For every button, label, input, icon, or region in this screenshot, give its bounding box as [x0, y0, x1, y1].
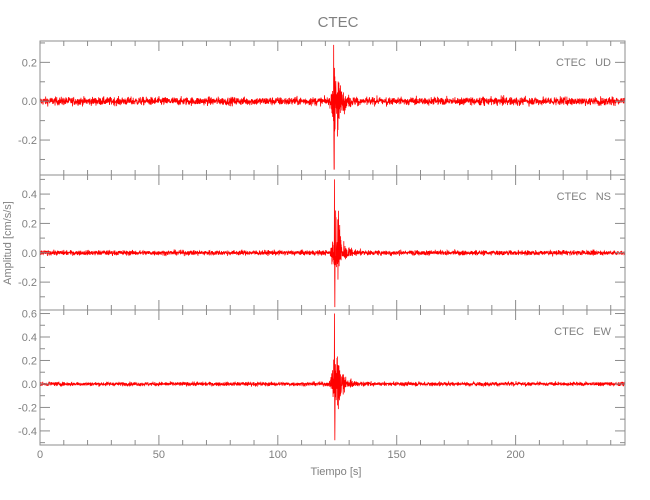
y-tick-label: 0.4: [22, 189, 37, 201]
y-tick-label: 0.0: [22, 379, 37, 391]
y-tick-label: 0.4: [22, 332, 37, 344]
y-tick-label: -0.4: [18, 426, 37, 438]
chart-title: CTEC: [318, 14, 359, 31]
y-tick-label: 0.0: [22, 96, 37, 108]
y-tick-label: 0.2: [22, 57, 37, 69]
panel-ns: -0.2 0.0 0.2 0.4 CTEC NS: [18, 174, 626, 311]
waveform-trace: [39, 179, 626, 308]
x-tick-label: 200: [506, 449, 524, 461]
waveform-trace: [39, 44, 626, 170]
y-tick-label: -0.2: [18, 277, 37, 289]
waveform-trace: [39, 313, 626, 441]
x-tick-label: 100: [269, 449, 287, 461]
y-axis-label: Amplitud [cm/s/s]: [2, 201, 14, 285]
y-tick-label: 0.0: [22, 248, 37, 260]
x-tick-label: 50: [153, 449, 165, 461]
x-tick-label: 0: [37, 449, 43, 461]
x-axis-label: Tiempo [s]: [311, 466, 362, 478]
y-tick-label: 0.2: [22, 218, 37, 230]
panel-label: CTEC UD: [556, 57, 611, 69]
panel-ud: -0.2 0.0 0.2 CTEC UD: [18, 40, 626, 176]
x-tick-label: 150: [388, 449, 406, 461]
panel-frame: [39, 309, 626, 446]
y-tick-label: -0.2: [18, 402, 37, 414]
y-tick-label: -0.2: [18, 135, 37, 147]
panel-label: CTEC EW: [554, 326, 611, 338]
y-tick-label: 0.6: [22, 309, 37, 321]
panel-ew: -0.4 -0.2 0.0 0.2 0.4 0.6 CTEC EW: [18, 309, 626, 446]
y-tick-label: 0.2: [22, 355, 37, 367]
panel-label: CTEC NS: [557, 191, 611, 203]
